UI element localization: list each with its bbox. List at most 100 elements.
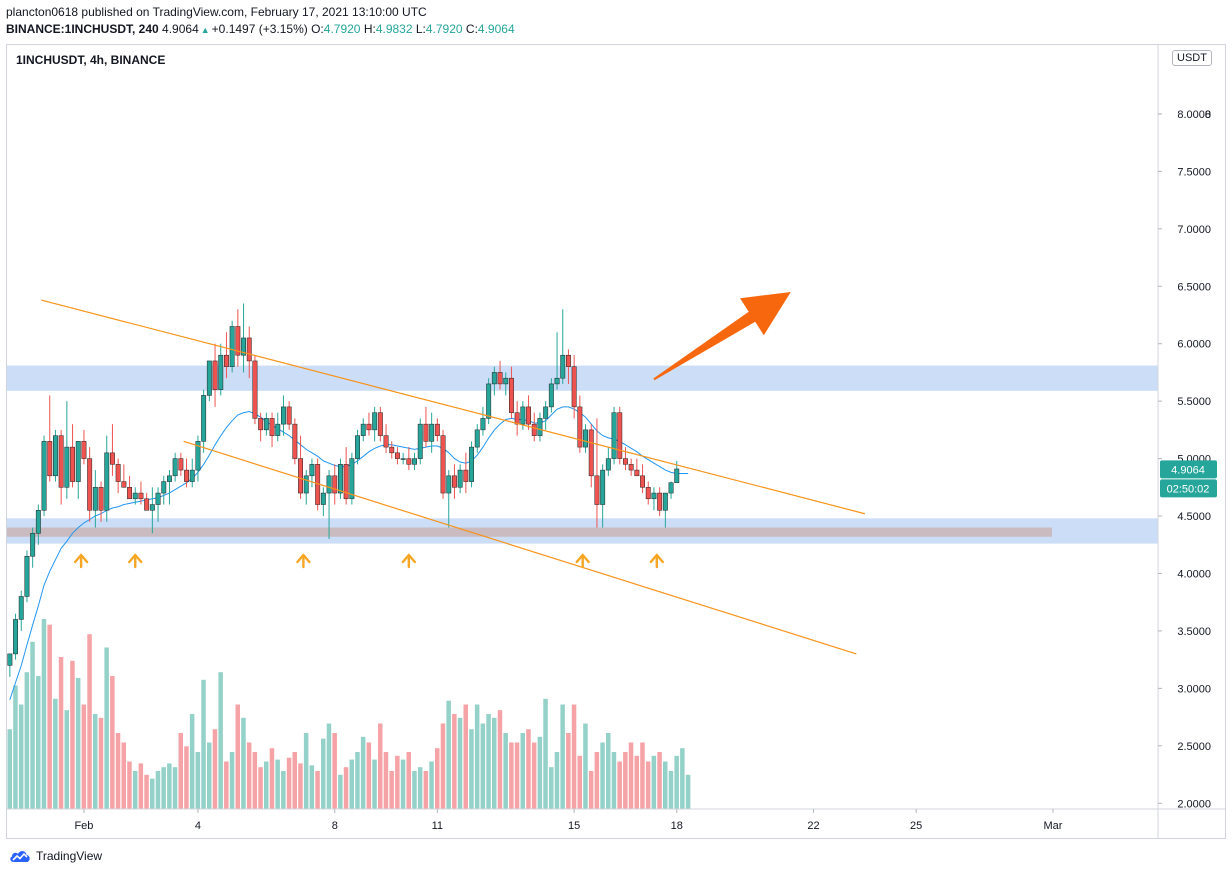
volume-bar [264,761,269,809]
candle-body [81,441,87,459]
open-label: O: [311,22,324,36]
candle-body [263,418,269,431]
candle [463,452,469,494]
volume-bar [509,742,514,809]
candle [583,424,588,453]
candle-body [309,464,315,477]
volume-bar [275,759,280,809]
volume-bar [13,685,18,809]
candle-body [320,492,326,505]
candle-body [286,406,292,425]
candle-body [355,435,361,459]
candle-body [674,468,680,483]
candle-body [184,469,190,482]
publish-info: plancton0618 published on TradingView.co… [6,5,427,19]
currency-badge[interactable]: USDT [1172,50,1212,66]
volume-bar [366,742,372,809]
candle [474,424,480,453]
candle-body [657,492,663,511]
candle [195,435,201,482]
candle-body [554,377,560,385]
volume-bar [474,704,480,809]
volume-bar [93,714,98,809]
last-price-tag [1160,460,1217,479]
candle [167,470,172,505]
candle-body [628,464,634,471]
candle [326,470,332,540]
volume-bar [617,761,622,809]
volume-bar [132,771,138,809]
volume-bar [623,752,628,809]
candle-body [389,446,395,454]
support-arrow-icon [128,553,143,569]
candle-body [229,326,235,367]
tradingview-logo[interactable]: TradingView [8,848,102,864]
volume-bar [53,698,58,809]
candle-body [224,354,229,367]
candle-body [360,423,366,436]
candle-body [75,441,81,482]
candle-body [41,441,47,511]
candle [115,458,121,494]
candle-body [326,475,332,494]
volume-bar [332,733,337,809]
candle-body [98,487,104,511]
candle-body [366,423,372,431]
candle [70,424,75,488]
volume-bar [685,774,691,809]
candle-body [463,469,469,482]
volume-bar [155,771,161,809]
candle [98,481,104,522]
candle [434,418,440,442]
candle [104,435,110,522]
candle [452,464,457,499]
volume-bar [7,729,12,809]
volume-bar [138,763,144,809]
candle-body [548,383,554,408]
chart-frame[interactable] [6,44,1226,839]
candle [224,332,229,379]
time-tick-label: 8 [332,820,338,832]
volume-bar [526,729,531,809]
candle [189,458,195,488]
support-arrow-icon [649,553,664,569]
candle [121,464,127,488]
candle-body [452,475,457,488]
high-label: H: [363,22,376,36]
candle [343,447,349,505]
countdown-tag [1160,479,1217,498]
volume-bar [201,679,206,809]
candle-body [87,458,93,511]
candle [503,372,509,396]
candle-body [47,441,53,477]
volume-bar [452,714,457,809]
candle-body [480,418,486,431]
candle [406,447,412,471]
chart-title: 1INCHUSDT, 4h, BINANCE [16,53,166,67]
volume-bar [372,759,377,809]
volume-bar [668,771,674,809]
candle [138,481,144,505]
time-tick-label: Mar [1043,820,1062,832]
candle-body [583,429,588,448]
volume-bar [252,752,258,809]
volume-bar [645,761,651,809]
candle [543,401,549,430]
candle [514,401,520,436]
volume-bar [600,742,605,809]
candle [155,487,161,522]
candle [53,429,58,482]
candle-body [92,487,98,511]
candle [429,412,435,453]
candle [548,378,554,413]
volume-bar [435,748,440,809]
volume-bar [429,761,434,809]
volume-bar [628,742,634,809]
volume-bar [184,746,189,809]
volume-bar [303,733,309,809]
volume-bar [680,748,685,809]
candle-body [155,492,161,505]
volume-bar [657,752,662,809]
symbol-name[interactable]: BINANCE:1INCHUSDT, 240 [6,22,159,36]
